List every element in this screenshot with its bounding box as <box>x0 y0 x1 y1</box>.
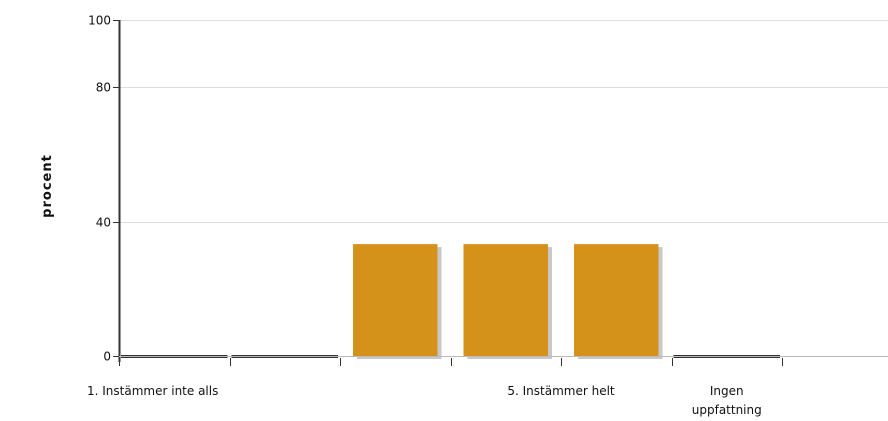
y-ticks: 0 40 80 100 <box>88 14 119 364</box>
bars <box>121 244 780 359</box>
x-tick-label: 5. Instämmer helt <box>507 384 615 398</box>
x-tick-label: Ingen <box>710 384 744 398</box>
axes <box>118 20 888 362</box>
y-tick-label: 0 <box>103 350 111 364</box>
y-tick-label: 100 <box>88 14 111 28</box>
y-tick-label: 40 <box>96 216 111 230</box>
x-ticks: 1. Instämmer inte alls 5. Instämmer helt I… <box>87 358 783 417</box>
y-axis-title: procent <box>40 154 55 218</box>
y-tick-label: 80 <box>96 81 111 95</box>
grid-lines <box>119 20 888 223</box>
bar <box>353 244 438 356</box>
bar <box>463 244 548 356</box>
bar <box>574 244 659 356</box>
x-tick-label: 1. Instämmer inte alls <box>87 384 218 398</box>
x-tick-label: uppfattning <box>692 403 762 417</box>
